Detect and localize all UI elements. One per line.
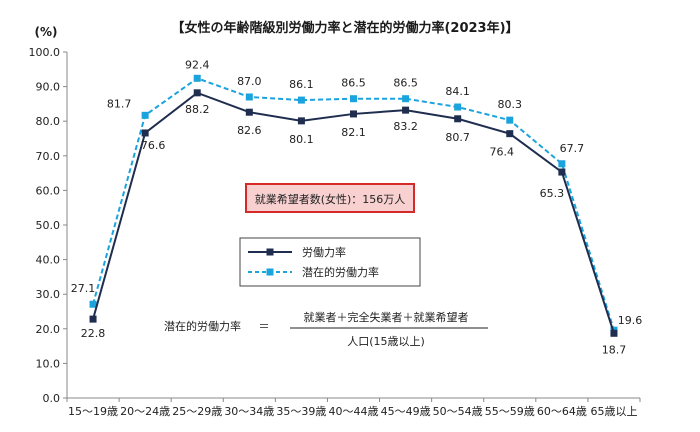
data-point-potential <box>141 111 149 119</box>
x-tick-label: 55～59歳 <box>485 405 535 418</box>
legend-marker-potential <box>266 268 274 276</box>
data-label-labor: 80.7 <box>445 131 470 144</box>
y-tick-labels: 0.0 10.0 20.0 30.0 40.0 50.0 60.0 70.0 80.0 90.0 1… <box>29 46 61 405</box>
y-tick-label: 90.0 <box>36 81 61 94</box>
y-tick-label: 40.0 <box>36 254 61 267</box>
data-label-potential: 27.1 <box>71 282 96 295</box>
x-tick-label: 20～24歳 <box>120 405 170 418</box>
data-label-potential: 19.6 <box>618 314 643 327</box>
data-label-labor: 82.6 <box>237 124 262 137</box>
data-point-labor <box>454 115 462 123</box>
y-tick-label: 50.0 <box>36 219 61 232</box>
data-point-labor <box>558 168 566 176</box>
x-tick-labels: 15～19歳 20～24歳 25～29歳 30～34歳 35～39歳 40～44歳 45～4… <box>68 405 637 418</box>
data-point-potential <box>402 95 410 103</box>
data-point-potential <box>558 160 566 168</box>
data-point-labor <box>245 108 253 116</box>
formula-equals: ＝ <box>259 320 270 333</box>
data-label-potential: 67.7 <box>560 142 585 155</box>
data-point-labor <box>506 130 514 138</box>
data-point-potential <box>245 93 253 101</box>
x-tick-label: 60～64歳 <box>537 405 587 418</box>
x-tick-label: 35～39歳 <box>276 405 326 418</box>
data-label-potential: 92.4 <box>185 58 210 71</box>
data-point-labor <box>297 117 305 125</box>
data-point-labor <box>193 89 201 97</box>
axes <box>63 51 641 402</box>
y-tick-label: 0.0 <box>43 392 61 405</box>
y-tick-label: 30.0 <box>36 288 61 301</box>
data-label-potential: 87.0 <box>237 75 262 88</box>
x-tick-label: 40～44歳 <box>329 405 379 418</box>
data-point-potential <box>297 96 305 104</box>
x-tick-label: 25～29歳 <box>172 405 222 418</box>
x-tick-label: 15～19歳 <box>68 405 118 418</box>
data-label-potential: 80.3 <box>498 98 523 111</box>
data-label-labor: 88.2 <box>185 103 210 116</box>
data-point-potential <box>506 116 514 124</box>
x-tick-label: 50～54歳 <box>433 405 483 418</box>
legend-label-labor: 労働力率 <box>302 245 346 259</box>
data-point-labor <box>141 129 149 137</box>
data-label-labor: 65.3 <box>540 187 565 200</box>
data-point-potential <box>350 95 357 103</box>
data-label-labor: 22.8 <box>81 327 106 340</box>
data-point-potential <box>89 300 97 308</box>
data-label-potential: 86.5 <box>341 77 366 90</box>
data-point-labor <box>89 315 97 323</box>
callout-text: 就業希望者数(女性)：156万人 <box>255 192 406 206</box>
chart-title: 【女性の年齢階級別労働力率と潜在的労働力率(2023年)】 <box>171 20 518 36</box>
data-label-potential: 84.1 <box>445 85 470 98</box>
y-tick-label: 70.0 <box>36 150 61 163</box>
job-seekers-callout: 就業希望者数(女性)：156万人 <box>245 183 415 213</box>
legend-label-potential: 潜在的労働力率 <box>302 265 379 279</box>
data-label-labor: 83.2 <box>393 120 418 133</box>
x-tick-label: 45～49歳 <box>381 405 431 418</box>
data-label-labor: 82.1 <box>341 126 366 139</box>
formula-denominator: 人口(15歳以上) <box>347 335 425 348</box>
data-label-potential: 86.1 <box>289 78 314 91</box>
data-point-labor <box>610 329 618 337</box>
legend: 労働力率 潜在的労働力率 <box>239 237 421 287</box>
data-point-potential <box>193 74 201 82</box>
data-label-potential: 81.7 <box>107 97 132 110</box>
data-label-labor: 18.7 <box>602 343 627 356</box>
x-tick-label: 65歳以上 <box>590 405 637 418</box>
data-label-labor: 76.4 <box>490 146 515 159</box>
data-point-labor <box>350 110 357 118</box>
y-tick-label: 60.0 <box>36 184 61 197</box>
y-axis-unit: (%) <box>35 25 58 39</box>
data-point-labor <box>402 106 410 114</box>
y-tick-label: 20.0 <box>36 323 61 336</box>
y-tick-label: 100.0 <box>29 46 61 59</box>
data-labels: 22.8 76.6 88.2 82.6 80.1 82.1 83.2 80.7 76.4 65.3… <box>71 58 642 356</box>
y-tick-label: 80.0 <box>36 115 61 128</box>
legend-marker-labor <box>266 248 274 256</box>
data-label-potential: 86.5 <box>393 77 418 90</box>
y-tick-label: 10.0 <box>36 357 61 370</box>
formula-numerator: 就業者＋完全失業者＋就業希望者 <box>304 310 469 324</box>
formula: 潜在的労働力率 ＝ 就業者＋完全失業者＋就業希望者 人口(15歳以上) <box>164 310 488 348</box>
x-tick-label: 30～34歳 <box>224 405 274 418</box>
formula-label: 潜在的労働力率 <box>164 319 241 333</box>
data-point-potential <box>454 103 462 111</box>
data-label-labor: 76.6 <box>141 139 166 152</box>
data-label-labor: 80.1 <box>289 133 314 146</box>
series-lines <box>89 74 618 337</box>
